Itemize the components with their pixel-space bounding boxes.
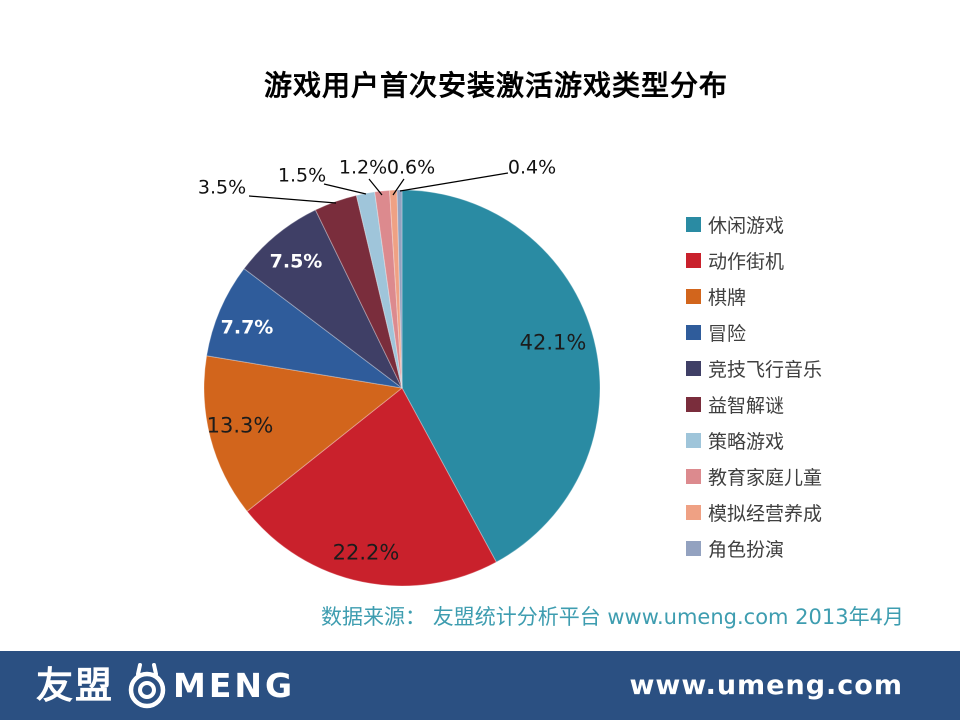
pie-slice — [246, 387, 497, 587]
legend-swatch-icon — [686, 468, 701, 484]
slice-label: 3.5% — [197, 176, 247, 199]
pie-slice — [374, 189, 403, 389]
legend-swatch-icon — [686, 216, 701, 232]
legend-item: 竞技飞行音乐 — [686, 350, 822, 386]
legend-swatch-icon — [686, 324, 701, 340]
legend-label: 益智解谜 — [708, 394, 785, 417]
legend-swatch-icon — [686, 540, 701, 556]
source-note: 数据来源： 友盟统计分析平台 www.umeng.com 2013年4月 — [321, 605, 904, 629]
slice-label: 13.3% — [206, 413, 274, 438]
slice-label: 7.5% — [269, 250, 323, 273]
legend-label: 竞技飞行音乐 — [708, 358, 823, 381]
footer-bar: 友盟 MENG www.umeng.com — [0, 651, 960, 720]
legend: 休闲游戏动作街机棋牌冒险竞技飞行音乐 益智解谜策略游戏教育家庭儿童 模拟经营养成 角色… — [686, 206, 822, 566]
slice-label: 7.7% — [220, 316, 274, 339]
leader-line — [323, 183, 367, 195]
legend-item: 冒险 — [686, 314, 822, 350]
pie-slice — [203, 355, 404, 513]
pie-chart: 42.1% 22.2% 13.3% 7.7% 7.5% 3.5% 1.5% 1.2% 0.6% 0… — [197, 156, 601, 587]
pie-slice — [206, 267, 403, 389]
umeng-logo: 友盟 MENG — [36, 651, 295, 720]
legend-label: 棋牌 — [708, 286, 747, 309]
legend-item: 益智解谜 — [686, 386, 822, 422]
legend-label: 休闲游戏 — [708, 214, 785, 237]
legend-item: 动作街机 — [686, 242, 822, 278]
logo-en-text: MENG — [173, 666, 296, 705]
legend-label: 角色扮演 — [708, 538, 785, 561]
legend-swatch-icon — [686, 396, 701, 412]
slice-label: 0.4% — [507, 156, 557, 179]
legend-item: 策略游戏 — [686, 422, 822, 458]
pie-slice — [401, 189, 601, 563]
slice-label: 1.5% — [277, 164, 327, 187]
leader-line — [248, 195, 337, 204]
leader-line — [368, 178, 383, 196]
legend-label: 冒险 — [708, 322, 747, 345]
leader-line — [399, 172, 509, 192]
legend-label: 策略游戏 — [708, 430, 785, 453]
legend-swatch-icon — [686, 252, 701, 268]
legend-swatch-icon — [686, 288, 701, 304]
legend-label: 模拟经营养成 — [708, 502, 823, 525]
legend-swatch-icon — [686, 360, 701, 376]
pie-chart-svg — [203, 172, 601, 587]
slide-title: 游戏用户首次安装激活游戏类型分布 — [263, 69, 728, 102]
legend-label: 动作街机 — [708, 250, 785, 273]
slice-label: 1.2% — [338, 156, 388, 179]
legend-item: 休闲游戏 — [686, 206, 822, 242]
slice-label: 42.1% — [519, 330, 587, 355]
pie-slice — [243, 209, 403, 389]
legend-swatch-icon — [686, 432, 701, 448]
legend-item: 棋牌 — [686, 278, 822, 314]
legend-item: 模拟经营养成 — [686, 494, 822, 530]
footer-website: www.umeng.com — [629, 670, 903, 701]
pie-slice — [314, 194, 403, 389]
slice-label: 0.6% — [386, 156, 436, 179]
legend-swatch-icon — [686, 504, 701, 520]
legend-label: 教育家庭儿童 — [708, 466, 823, 489]
legend-item: 角色扮演 — [686, 530, 822, 566]
slice-label: 22.2% — [332, 540, 400, 565]
umeng-ring-icon — [128, 662, 166, 708]
legend-item: 教育家庭儿童 — [686, 458, 822, 494]
leader-line — [392, 178, 405, 196]
logo-cn-text: 友盟 — [36, 664, 114, 707]
